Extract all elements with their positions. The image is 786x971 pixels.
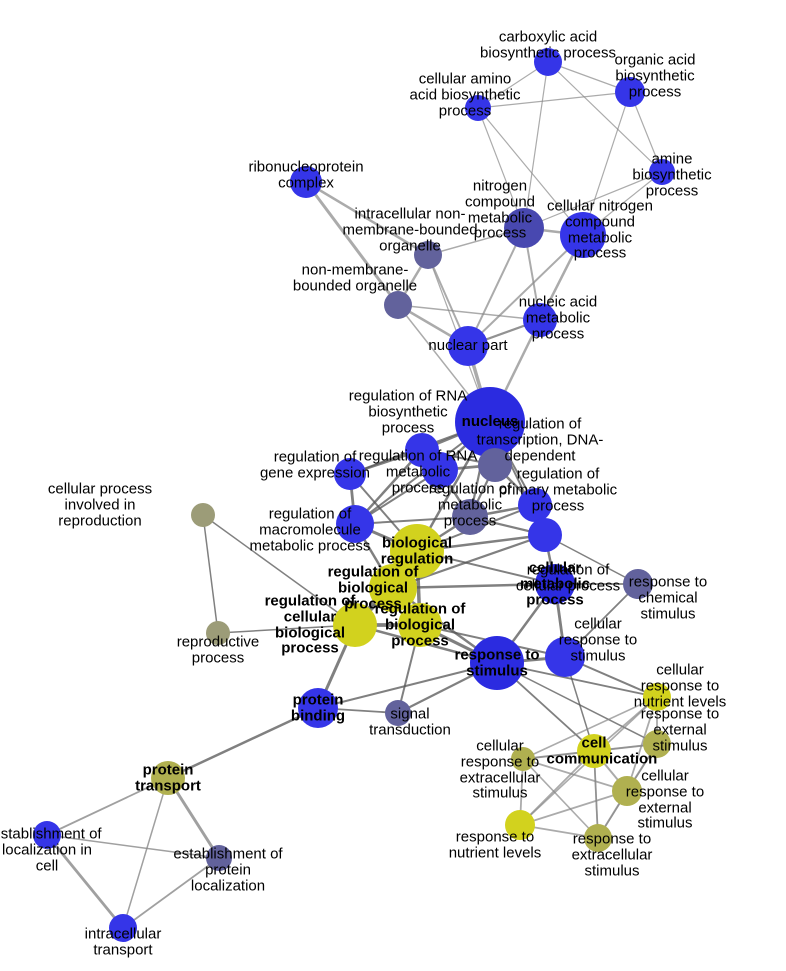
label-response-to-nutrient-levels: response to nutrient levels [440,829,550,861]
node-nucleus[interactable] [455,387,525,457]
node-response-to-nutrient-levels[interactable] [505,810,535,840]
node-non-membrane-bounded-organelle[interactable] [384,291,412,319]
node-regulation-of-gene-expression[interactable] [334,458,366,490]
node-cellular-response-to-extracellular-stimulus[interactable] [511,747,535,771]
label-regulation-of-rna-biosynthetic: regulation of RNA biosynthetic process [348,388,468,435]
node-regulation-of-metabolic-process[interactable] [452,499,488,535]
node-carboxylic-acid[interactable] [534,48,562,76]
node-cell-communication[interactable] [577,734,611,768]
node-intracellular-transport[interactable] [109,914,137,942]
label-nucleic-acid-metabolic: nucleic acid metabolic process [503,294,613,341]
node-cellular-response-to-nutrient-levels[interactable] [643,683,671,711]
label-cellular-process-involved-in-reproduction: cellular process involved in reproductio… [30,481,170,528]
node-nuclear-part[interactable] [448,326,488,366]
network-graph-stage: carboxylic acid biosynthetic process org… [0,0,786,971]
node-cellular-amino-acid[interactable] [465,95,491,121]
node-reproductive-process[interactable] [206,621,230,645]
node-protein-binding[interactable] [298,688,338,728]
node-regulation-of-macromolecule-metabolic[interactable] [336,505,374,543]
label-organic-acid: organic acid biosynthetic process [590,52,720,99]
label-intracellular-non-membrane-bounded-organelle: intracellular non-membrane-bounded organ… [320,206,500,253]
label-cellular-response-to-extracellular-stimulus: cellular response to extracellular stimu… [445,739,555,802]
label-response-to-extracellular-stimulus: response to extracellular stimulus [562,831,662,878]
node-signal-transduction[interactable] [385,700,411,726]
node-ribonucleoprotein-complex[interactable] [290,166,322,198]
node-intracellular-non-membrane-bounded-organelle[interactable] [414,241,442,269]
node-cellular-nitrogen-compound-metabolic[interactable] [560,212,606,258]
node-amine-biosynthetic[interactable] [649,159,675,185]
label-cellular-response-to-nutrient-levels: cellular response to nutrient levels [625,662,735,709]
node-nitrogen-compound-metabolic[interactable] [504,208,544,248]
node-regulation-of-biological-process-2[interactable] [398,603,442,647]
label-non-membrane-bounded-organelle: non-membrane-bounded organelle [275,262,435,294]
node-nucleic-acid-metabolic[interactable] [523,303,557,337]
node-regulation-of-rna-metabolic[interactable] [422,452,458,488]
node-regulation-of-primary-metabolic[interactable] [518,488,552,522]
node-response-to-chemical-stimulus[interactable] [623,569,653,599]
node-response-to-extracellular-stimulus[interactable] [584,824,612,852]
node-cellular-metabolic-process[interactable] [535,564,575,604]
node-cellular-response-to-external-stimulus[interactable] [612,776,642,806]
node-establishment-of-protein-localization[interactable] [206,845,232,871]
node-organic-acid[interactable] [615,77,645,107]
node-regulation-of-cellular-biological-process[interactable] [333,603,377,647]
node-regulation-of-transcription-dna-dependent[interactable] [478,448,512,482]
node-regulation-of-cellular-process[interactable] [528,518,562,552]
node-response-to-stimulus[interactable] [470,636,524,690]
node-establishment-of-localization-in-cell[interactable] [33,821,61,849]
node-response-to-external-stimulus[interactable] [643,730,671,758]
node-protein-transport[interactable] [151,761,185,795]
edge-layer [0,0,786,971]
label-regulation-of-primary-metabolic: regulation of primary metabolic process [498,466,618,513]
node-cellular-process-involved-in-reproduction[interactable] [191,503,215,527]
node-cellular-response-to-stimulus[interactable] [545,637,585,677]
